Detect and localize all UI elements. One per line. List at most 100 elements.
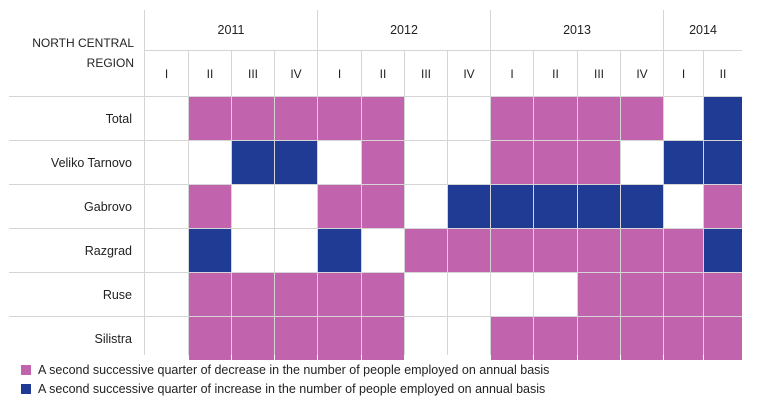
heat-cell	[405, 185, 447, 228]
heat-cell	[362, 317, 404, 360]
quarter-header-2012-III: III	[405, 51, 447, 96]
heat-cell	[145, 97, 188, 140]
quarter-header-2011-I: I	[145, 51, 188, 96]
heat-cell	[232, 141, 274, 184]
year-header-2013: 2013	[491, 10, 663, 50]
heat-cell	[448, 185, 490, 228]
heat-cell	[362, 273, 404, 316]
heat-cell	[534, 229, 577, 272]
quarter-header-2013-IV: IV	[621, 51, 663, 96]
heat-cell	[405, 273, 447, 316]
heat-cell	[232, 317, 274, 360]
heat-cell	[621, 273, 663, 316]
row-label: Ruse	[9, 273, 144, 316]
heat-cell	[275, 229, 317, 272]
heat-cell	[704, 141, 742, 184]
heat-cell	[621, 229, 663, 272]
heat-cell	[318, 229, 361, 272]
heatmap-table: NORTH CENTRAL REGION 2011 I II III IV 2012 I II…	[9, 10, 742, 360]
heat-cell	[275, 273, 317, 316]
heat-cell	[621, 97, 663, 140]
heat-cell	[145, 229, 188, 272]
heat-cell	[534, 97, 577, 140]
heat-cell	[232, 273, 274, 316]
year-header-2014: 2014	[664, 10, 742, 50]
quarter-header-2013-III: III	[578, 51, 620, 96]
heat-cell	[534, 273, 577, 316]
legend-item-decrease: A second successive quarter of decrease …	[21, 360, 549, 379]
heat-cell	[448, 317, 490, 360]
heat-cell	[534, 185, 577, 228]
heat-cell	[189, 317, 231, 360]
heat-cell	[362, 229, 404, 272]
row-label: Total	[9, 97, 144, 140]
heat-cell	[189, 141, 231, 184]
heat-cell	[362, 185, 404, 228]
corner-header: NORTH CENTRAL REGION	[9, 10, 144, 96]
heat-cell	[578, 185, 620, 228]
heat-cell	[578, 229, 620, 272]
heat-cell	[232, 229, 274, 272]
heat-cell	[232, 185, 274, 228]
heat-cell	[491, 273, 533, 316]
heat-cell	[578, 97, 620, 140]
heat-cell	[664, 229, 703, 272]
row-label: Razgrad	[9, 229, 144, 272]
heat-cell	[491, 97, 533, 140]
row-label: Gabrovo	[9, 185, 144, 228]
heat-cell	[621, 141, 663, 184]
heat-cell	[534, 141, 577, 184]
heat-cell	[534, 317, 577, 360]
quarter-header-2011-II: II	[189, 51, 231, 96]
heat-cell	[189, 97, 231, 140]
heat-cell	[145, 273, 188, 316]
heat-cell	[145, 141, 188, 184]
heat-cell	[491, 185, 533, 228]
heat-cell	[491, 141, 533, 184]
heat-cell	[578, 141, 620, 184]
quarter-header-2014-II: II	[704, 51, 742, 96]
heat-cell	[704, 317, 742, 360]
legend-swatch-increase	[21, 383, 31, 394]
heat-cell	[275, 317, 317, 360]
heat-cell	[405, 141, 447, 184]
heat-cell	[318, 273, 361, 316]
quarter-header-2012-IV: IV	[448, 51, 490, 96]
heat-cell	[448, 273, 490, 316]
heat-cell	[275, 97, 317, 140]
quarter-header-2013-II: II	[534, 51, 577, 96]
row-label: Silistra	[9, 317, 144, 360]
heat-cell	[318, 141, 361, 184]
heat-cell	[491, 317, 533, 360]
heat-cell	[704, 273, 742, 316]
heat-cell	[405, 317, 447, 360]
legend-label-decrease: A second successive quarter of decrease …	[38, 362, 550, 377]
heat-cell	[664, 97, 703, 140]
heat-cell	[362, 141, 404, 184]
quarter-header-2012-II: II	[362, 51, 404, 96]
heat-cell	[448, 141, 490, 184]
heat-cell	[621, 317, 663, 360]
heat-cell	[232, 97, 274, 140]
quarter-header-2011-IV: IV	[275, 51, 317, 96]
heat-cell	[189, 229, 231, 272]
legend-swatch-decrease	[21, 364, 31, 375]
heat-cell	[578, 273, 620, 316]
heat-cell	[448, 229, 490, 272]
heat-cell	[145, 185, 188, 228]
heat-cell	[405, 97, 447, 140]
heat-cell	[405, 229, 447, 272]
heat-cell	[704, 229, 742, 272]
heat-cell	[318, 97, 361, 140]
quarter-header-2013-I: I	[491, 51, 533, 96]
heat-cell	[704, 97, 742, 140]
heat-cell	[275, 141, 317, 184]
heat-cell	[621, 185, 663, 228]
heat-cell	[189, 185, 231, 228]
heat-cell	[664, 141, 703, 184]
heat-cell	[318, 317, 361, 360]
corner-label-line1: NORTH CENTRAL	[32, 36, 134, 50]
heat-cell	[578, 317, 620, 360]
legend-label-increase: A second successive quarter of increase …	[38, 381, 546, 396]
heat-cell	[318, 185, 361, 228]
